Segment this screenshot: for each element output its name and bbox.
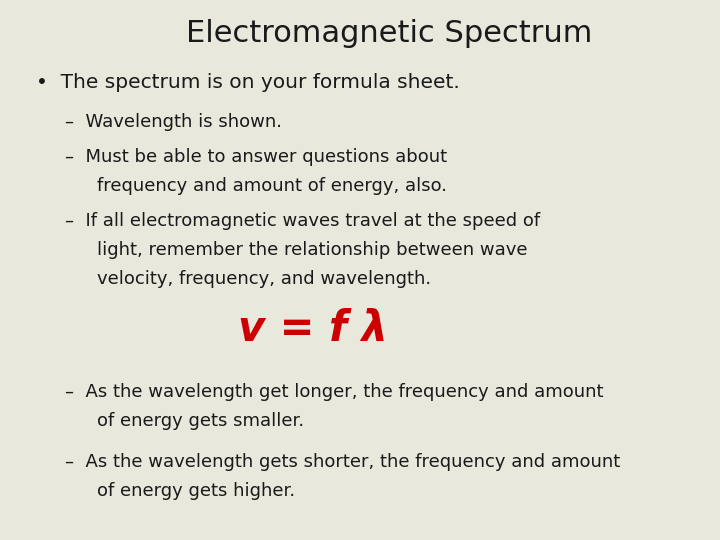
Text: frequency and amount of energy, also.: frequency and amount of energy, also.: [97, 177, 447, 195]
Text: of energy gets smaller.: of energy gets smaller.: [97, 412, 305, 430]
Text: –  Must be able to answer questions about: – Must be able to answer questions about: [65, 148, 447, 166]
Text: –  As the wavelength gets shorter, the frequency and amount: – As the wavelength gets shorter, the fr…: [65, 453, 620, 470]
Text: –  As the wavelength get longer, the frequency and amount: – As the wavelength get longer, the freq…: [65, 383, 603, 401]
Text: light, remember the relationship between wave: light, remember the relationship between…: [97, 241, 528, 259]
Text: –  If all electromagnetic waves travel at the speed of: – If all electromagnetic waves travel at…: [65, 212, 540, 230]
Text: of energy gets higher.: of energy gets higher.: [97, 482, 295, 500]
Text: velocity, frequency, and wavelength.: velocity, frequency, and wavelength.: [97, 270, 431, 288]
Text: –  Wavelength is shown.: – Wavelength is shown.: [65, 113, 282, 131]
Text: •  The spectrum is on your formula sheet.: • The spectrum is on your formula sheet.: [36, 73, 460, 92]
Text: Electromagnetic Spectrum: Electromagnetic Spectrum: [186, 19, 592, 48]
Text: v = f λ: v = f λ: [238, 308, 387, 350]
